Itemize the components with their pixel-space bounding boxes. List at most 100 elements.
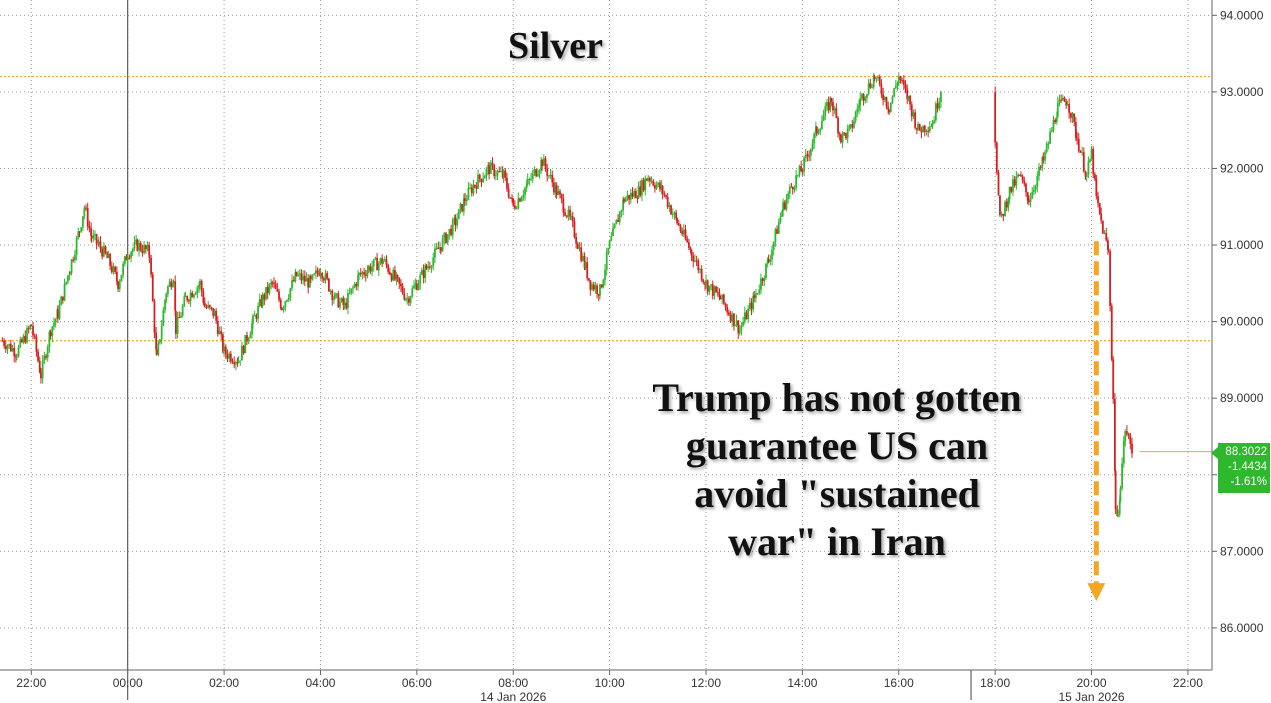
candle-body xyxy=(95,234,98,244)
candle-body xyxy=(504,170,507,178)
candle-body xyxy=(383,259,386,261)
candle-body xyxy=(136,239,139,251)
candle-body xyxy=(864,97,867,101)
candle-body xyxy=(180,315,182,318)
candle-body xyxy=(258,299,261,306)
candle-body xyxy=(512,198,515,206)
candle-body xyxy=(500,170,502,172)
candle-body xyxy=(340,298,343,302)
candle-body xyxy=(270,282,272,285)
candle-body xyxy=(538,170,541,174)
candle-body xyxy=(381,258,384,264)
candle-body xyxy=(820,121,823,129)
candle-body xyxy=(936,103,939,109)
candle-body xyxy=(796,174,799,176)
candle-body xyxy=(21,339,23,343)
candle-body xyxy=(700,269,703,280)
candle-body xyxy=(647,177,650,181)
candle-body xyxy=(253,315,256,317)
candle-body xyxy=(833,108,836,111)
candle-body xyxy=(153,301,156,333)
candle-body xyxy=(774,229,777,242)
candle-body xyxy=(143,245,145,253)
candle-body xyxy=(724,303,727,307)
current-price-label: 88.3022 -1.4434 -1.61% xyxy=(1211,443,1270,493)
candle-body xyxy=(135,239,138,242)
candle-body xyxy=(519,198,521,202)
y-tick-label: 91.0000 xyxy=(1220,238,1264,252)
candle-body xyxy=(858,105,860,109)
candle-body xyxy=(443,233,446,239)
candle-body xyxy=(390,274,393,281)
candle-body xyxy=(848,125,851,129)
candle-body xyxy=(607,248,610,253)
candle-body xyxy=(313,273,316,275)
candle-body xyxy=(3,340,5,346)
candle-body xyxy=(887,106,890,110)
candle-body xyxy=(97,241,100,244)
candle-body xyxy=(148,254,151,258)
candle-body xyxy=(530,178,532,180)
candle-body xyxy=(790,186,793,188)
candle-body xyxy=(917,124,919,130)
candle-body xyxy=(777,222,780,234)
candle-body xyxy=(734,324,736,327)
candle-body xyxy=(1004,201,1006,216)
candle-body xyxy=(679,225,682,231)
candle-body xyxy=(623,199,625,202)
candle-body xyxy=(1065,101,1068,106)
candle-body xyxy=(1089,159,1091,162)
candle-body xyxy=(880,84,883,94)
candle-body xyxy=(191,292,194,298)
candle-body xyxy=(494,175,497,177)
candle-body xyxy=(1013,179,1016,186)
candle-body xyxy=(1042,157,1045,161)
candle-body xyxy=(1074,122,1077,138)
candle-body xyxy=(771,250,773,260)
candle-body xyxy=(294,272,297,282)
candle-body xyxy=(507,188,510,198)
candle-body xyxy=(164,300,166,311)
candle-body xyxy=(348,293,351,295)
candle-body xyxy=(210,307,213,309)
candle-body xyxy=(1033,189,1035,192)
candle-body xyxy=(104,246,107,254)
candle-body xyxy=(882,93,884,101)
candle-body xyxy=(229,353,232,362)
candle-body xyxy=(427,266,430,269)
candle-body xyxy=(541,160,544,166)
candle-body xyxy=(547,175,550,177)
candle-body xyxy=(567,209,570,217)
candle-body xyxy=(573,221,576,238)
candle-body xyxy=(673,212,676,214)
candle-body xyxy=(544,158,547,169)
candle-body xyxy=(727,312,730,315)
candle-body xyxy=(205,306,208,308)
y-tick-label: 87.0000 xyxy=(1220,544,1264,558)
candle-body xyxy=(106,253,109,259)
x-tick-label: 14:00 xyxy=(787,676,817,690)
annotation-line-2: guarantee US can xyxy=(685,423,989,468)
candle-body xyxy=(303,275,306,282)
candle-body xyxy=(803,157,805,172)
candle-body xyxy=(434,248,436,258)
candle-body xyxy=(456,219,458,226)
candle-body xyxy=(1095,178,1098,197)
candle-body xyxy=(1025,183,1027,193)
candle-body xyxy=(514,205,516,209)
candle-body xyxy=(661,186,664,194)
candle-body xyxy=(318,272,321,276)
candle-body xyxy=(392,270,395,281)
candle-body xyxy=(1082,152,1085,172)
candle-body xyxy=(265,287,267,300)
candle-body xyxy=(899,76,902,81)
candle-body xyxy=(576,243,579,249)
candle-body xyxy=(1041,157,1044,168)
candle-body xyxy=(1036,176,1039,187)
candle-body xyxy=(605,252,608,270)
candle-body xyxy=(918,124,921,130)
candle-body xyxy=(1103,232,1106,234)
candle-body xyxy=(642,180,645,191)
candle-body xyxy=(35,336,38,352)
candle-body xyxy=(437,247,440,250)
